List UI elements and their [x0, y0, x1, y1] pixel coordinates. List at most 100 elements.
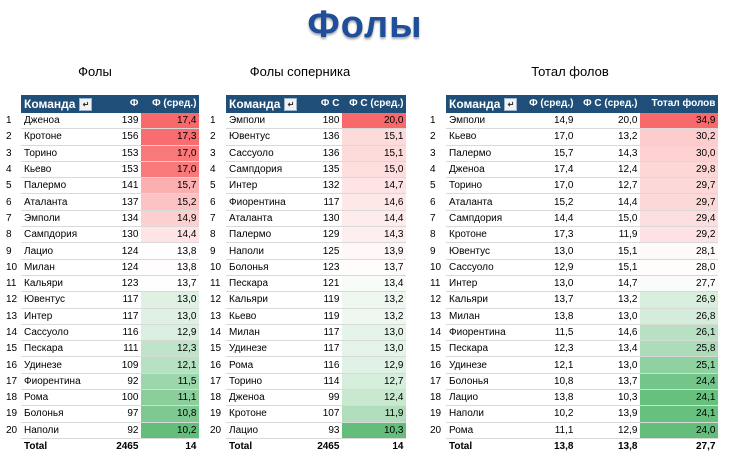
- team-cell: Пескара: [226, 275, 301, 293]
- value-cell: 14,4: [342, 210, 407, 228]
- table-row: 16 Рома 116 12,9: [208, 356, 407, 374]
- value-cell: 10,8: [141, 405, 200, 423]
- table-row: 6 Фиорентина 117 14,6: [208, 193, 407, 211]
- value-cell: 13,2: [576, 128, 641, 146]
- value-cell: 17,0: [520, 177, 577, 195]
- table-row: 3 Сассуоло 136 15,1: [208, 145, 407, 162]
- value-cell: 14,6: [576, 324, 641, 342]
- table-row: 3 Торино 153 17,0: [4, 145, 200, 162]
- value-cell: 13,7: [141, 275, 200, 293]
- value-cell: 99: [300, 389, 343, 407]
- value-cell: 26,8: [640, 308, 719, 325]
- value-cell: 12,9: [576, 422, 641, 439]
- value-cell: 13,0: [342, 340, 407, 358]
- value-cell: 100: [95, 389, 142, 407]
- team-cell: Кьево: [446, 128, 521, 146]
- filter-icon[interactable]: ↵: [284, 98, 298, 112]
- value-cell: 34,9: [640, 113, 719, 130]
- table-row: 19 Наполи 10,2 13,9 24,1: [428, 405, 719, 423]
- value-cell: 15,2: [520, 193, 577, 211]
- table-row: 4 Дженоа 17,4 12,4 29,8: [428, 161, 719, 179]
- column-header-team[interactable]: Команда ↵: [446, 95, 521, 113]
- value-cell: 30,2: [640, 128, 719, 146]
- value-cell: 12,9: [141, 324, 200, 342]
- table-row: 8 Кротоне 17,3 11,9 29,2: [428, 226, 719, 244]
- team-cell: Интер: [226, 177, 301, 195]
- table-row: 8 Палермо 129 14,3: [208, 226, 407, 244]
- rank-cell: 6: [6, 196, 12, 208]
- value-cell: 14,4: [141, 226, 200, 244]
- value-cell: 139: [95, 113, 142, 130]
- team-cell: Аталанта: [21, 193, 96, 211]
- team-cell: Эмполи: [446, 113, 521, 130]
- column-header-team[interactable]: Команда ↵: [226, 95, 301, 113]
- value-cell: 29,8: [640, 161, 719, 179]
- value-cell: 13,2: [342, 308, 407, 325]
- team-cell: Интер: [21, 308, 96, 325]
- value-cell: 116: [300, 356, 343, 374]
- rank-cell: 9: [6, 245, 12, 257]
- table-row: 19 Кротоне 107 11,9: [208, 405, 407, 423]
- team-cell: Фиорентина: [226, 193, 301, 211]
- table-row: 2 Кротоне 156 17,3: [4, 128, 200, 146]
- team-cell: Палермо: [21, 177, 96, 195]
- team-cell: Лацио: [446, 389, 521, 407]
- filter-icon[interactable]: ↵: [79, 98, 93, 112]
- value-cell: 13,8: [141, 259, 200, 276]
- value-cell: 14,3: [576, 145, 641, 162]
- team-cell: Пескара: [21, 340, 96, 358]
- rank-cell: 11: [6, 278, 17, 290]
- column-header: Ф (сред.): [141, 95, 200, 113]
- rank-cell: 9: [430, 245, 436, 257]
- value-cell: 12,4: [342, 389, 407, 407]
- value-cell: 17,0: [141, 161, 200, 179]
- value-cell: 13,0: [576, 356, 641, 374]
- value-cell: 130: [95, 226, 142, 244]
- rank-cell: 3: [430, 147, 436, 159]
- table-row: 15 Пескара 111 12,3: [4, 340, 200, 358]
- table-row: 11 Интер 13,0 14,7 27,7: [428, 275, 719, 293]
- value-cell: 13,8: [520, 308, 577, 325]
- team-cell: Кьево: [21, 161, 96, 179]
- table-row: 16 Удинезе 12,1 13,0 25,1: [428, 356, 719, 374]
- rank-cell: 17: [6, 375, 18, 387]
- value-cell: 25,8: [640, 340, 719, 358]
- team-cell: Кротоне: [226, 405, 301, 423]
- value-cell: 30,0: [640, 145, 719, 162]
- table-row: 11 Пескара 121 13,4: [208, 275, 407, 293]
- table-row: 10 Милан 124 13,8: [4, 259, 200, 276]
- value-cell: 12,3: [520, 340, 577, 358]
- table-row: 7 Аталанта 130 14,4: [208, 210, 407, 228]
- team-cell: Кротоне: [446, 226, 521, 244]
- total-label: Total: [21, 437, 96, 455]
- total-label: Total: [446, 437, 521, 455]
- value-cell: 11,9: [342, 405, 407, 423]
- value-cell: 20,0: [576, 113, 641, 130]
- team-cell: Фиорентина: [21, 373, 96, 391]
- value-cell: 15,1: [342, 128, 407, 146]
- value-cell: 10,8: [520, 373, 577, 391]
- value-cell: 121: [300, 275, 343, 293]
- table-row: 1 Эмполи 180 20,0: [208, 113, 407, 130]
- value-cell: 13,9: [576, 405, 641, 423]
- team-cell: Аталанта: [226, 210, 301, 228]
- rank-cell: 19: [210, 408, 222, 420]
- value-cell: 13,7: [342, 259, 407, 276]
- filter-icon[interactable]: ↵: [504, 98, 518, 112]
- total-value: 14: [141, 437, 200, 455]
- rank-cell: 20: [6, 424, 18, 436]
- team-cell: Удинезе: [21, 356, 96, 374]
- column-header-team[interactable]: Команда ↵: [21, 95, 96, 113]
- value-cell: 117: [300, 193, 343, 211]
- total-row: Total 2465 14: [4, 437, 200, 455]
- value-cell: 13,4: [342, 275, 407, 293]
- value-cell: 13,2: [342, 291, 407, 309]
- value-cell: 15,1: [576, 259, 641, 276]
- team-cell: Наполи: [226, 242, 301, 260]
- value-cell: 14,7: [576, 275, 641, 293]
- value-cell: 14,9: [141, 210, 200, 228]
- rank-cell: 5: [210, 180, 216, 192]
- team-cell: Интер: [446, 275, 521, 293]
- value-cell: 24,1: [640, 389, 719, 407]
- team-cell: Ювентус: [21, 291, 96, 309]
